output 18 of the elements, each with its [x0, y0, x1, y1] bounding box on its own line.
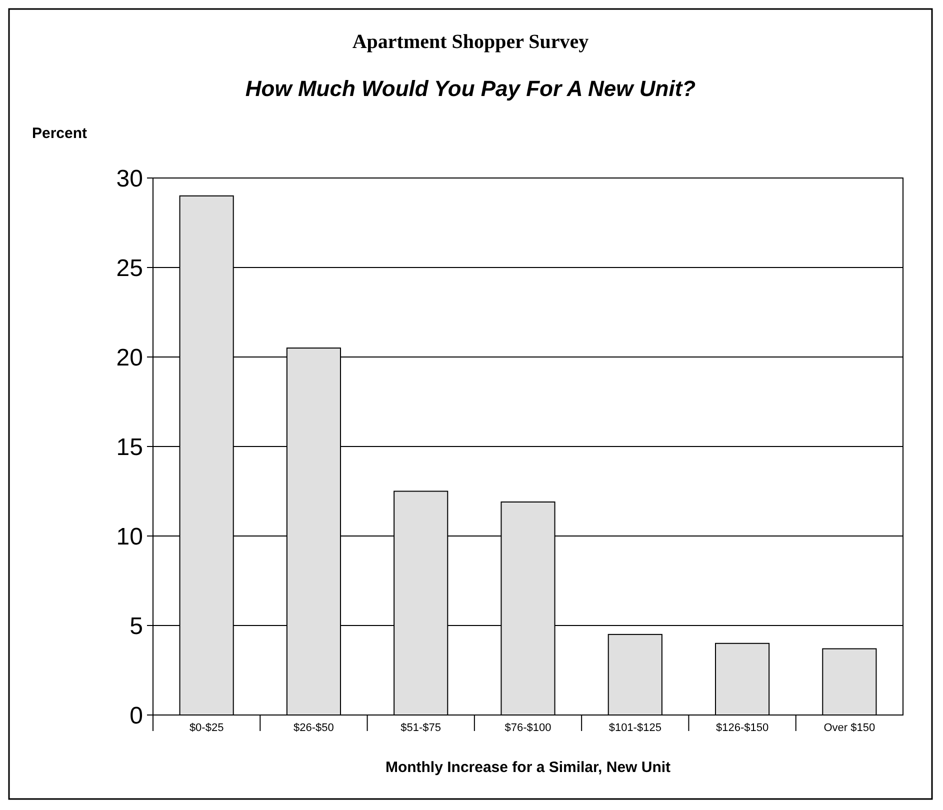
chart-subtitle: How Much Would You Pay For A New Unit?	[245, 76, 696, 101]
chart-title: Apartment Shopper Survey	[352, 31, 589, 53]
y-tick-label: 10	[116, 523, 143, 550]
y-tick-label: 0	[130, 702, 143, 730]
x-tick-label: Over $150	[824, 722, 876, 734]
x-tick-label: $101-$125	[608, 722, 662, 734]
y-tick-label: 25	[116, 254, 143, 282]
x-tick-label: $126-$150	[716, 722, 769, 734]
x-tick-label: $26-$50	[294, 722, 334, 734]
x-tick-label: $0-$25	[189, 722, 224, 734]
x-tick-label: $76-$100	[504, 722, 552, 734]
y-tick-label: 30	[116, 165, 143, 192]
y-tick-label: 20	[116, 344, 143, 372]
y-tick-label: 5	[130, 612, 143, 640]
x-axis-title: Monthly Increase for a Similar, New Unit	[385, 759, 671, 776]
y-axis-title: Percent	[32, 125, 88, 142]
y-tick-label: 15	[116, 434, 143, 461]
x-tick-label: $51-$75	[400, 722, 442, 734]
